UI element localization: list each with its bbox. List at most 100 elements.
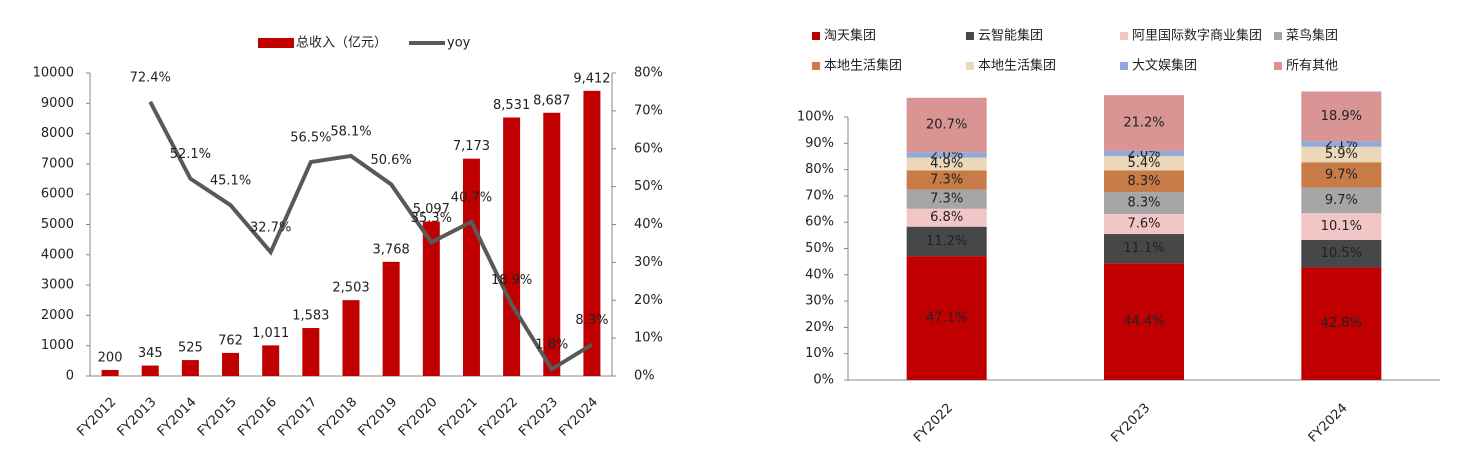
line-value-label: 50.6% <box>370 153 411 168</box>
x-tick-label: FY2023 <box>516 395 561 440</box>
bar-segment <box>906 97 987 153</box>
legend-swatch <box>1274 62 1282 70</box>
y2-tick-label: 50% <box>634 179 663 194</box>
y-tick-label: 40% <box>805 267 834 282</box>
y-tick-label: 10000 <box>33 66 74 81</box>
x-tick-label: FY2020 <box>396 395 441 440</box>
bar-value-label: 7,173 <box>453 139 490 154</box>
bar-value-label: 8,531 <box>493 98 530 113</box>
bar-segment <box>1104 150 1184 157</box>
legend-label: 大文娱集团 <box>1132 58 1197 74</box>
segment-label: 7.6% <box>1127 217 1160 232</box>
bar-segment <box>906 157 987 171</box>
segment-label: 20.7% <box>926 118 967 133</box>
segment-label: 11.2% <box>926 234 967 249</box>
x-tick-label: FY2012 <box>74 395 119 440</box>
y-tick-label: 80% <box>805 162 834 177</box>
y-tick-label: 0% <box>813 373 834 388</box>
segment-label: 18.9% <box>1321 109 1362 124</box>
segment-label: 7.3% <box>930 172 963 187</box>
segment-label: 5.9% <box>1325 147 1358 162</box>
line-value-label: 18.9% <box>491 273 532 288</box>
segment-label: 8.3% <box>1127 196 1160 211</box>
bar-value-label: 345 <box>138 346 163 361</box>
x-tick-label: FY2024 <box>1306 401 1351 446</box>
bar <box>262 345 280 376</box>
bar-segment <box>1104 234 1184 264</box>
x-tick-label: FY2022 <box>476 395 521 440</box>
x-tick-label: FY2017 <box>275 395 320 440</box>
y-tick-label: 0 <box>66 369 74 384</box>
bar <box>382 261 400 376</box>
y-tick-label: 9000 <box>41 96 74 111</box>
yoy-line <box>148 100 593 372</box>
y-tick-label: 20% <box>805 320 834 335</box>
x-tick-label: FY2022 <box>911 401 956 446</box>
line-value-label: 35.3% <box>411 211 452 226</box>
x-tick-label: FY2016 <box>235 395 280 440</box>
segment-label: 11.1% <box>1123 241 1164 256</box>
bar-segment <box>1104 95 1184 151</box>
segment-label: 10.1% <box>1321 219 1362 234</box>
legend-label: 淘天集团 <box>824 28 876 44</box>
line-value-label: 40.7% <box>451 190 492 205</box>
bar <box>101 369 119 376</box>
segment-label: 8.3% <box>1127 174 1160 189</box>
y-tick-label: 2000 <box>41 308 74 323</box>
x-tick-label: FY2024 <box>556 395 601 440</box>
segment-label: 7.3% <box>930 192 963 207</box>
segment-label: 47.1% <box>926 311 967 326</box>
y-tick-label: 50% <box>805 241 834 256</box>
legend-swatch <box>966 32 974 40</box>
y-tick-label: 7000 <box>41 156 74 171</box>
y-tick-label: 4000 <box>41 247 74 262</box>
bar-value-label: 525 <box>178 341 203 356</box>
line-value-label: 8.3% <box>575 313 608 328</box>
y2-tick-label: 40% <box>634 217 663 232</box>
x-tick-label: FY2021 <box>436 395 481 440</box>
y2-tick-label: 20% <box>634 293 663 308</box>
legend-label: 阿里国际数字商业集团 <box>1132 28 1262 44</box>
bar-segment <box>1301 239 1382 268</box>
segment-label: 10.5% <box>1321 246 1362 261</box>
bar-segment <box>1301 187 1382 214</box>
y-tick-label: 90% <box>805 136 834 151</box>
bar-segment <box>1301 141 1382 147</box>
bar-segment <box>1104 263 1184 380</box>
line-value-label: 32.7% <box>250 221 291 236</box>
y-tick-label: 5000 <box>41 217 74 232</box>
line-value-label: 72.4% <box>130 70 171 85</box>
bar-segment <box>1104 156 1184 171</box>
bar-value-label: 2,503 <box>332 281 369 296</box>
x-tick-label: FY2014 <box>155 395 200 440</box>
y-tick-label: 1000 <box>41 338 74 353</box>
x-tick-label: FY2019 <box>356 395 401 440</box>
bar <box>181 360 199 376</box>
bar-segment <box>906 170 987 190</box>
segment-label: 21.2% <box>1123 116 1164 131</box>
y2-tick-label: 10% <box>634 331 663 346</box>
x-tick-label: FY2018 <box>315 395 360 440</box>
legend-label: 本地生活集团 <box>978 58 1056 74</box>
legend-swatch <box>812 62 820 70</box>
bar <box>422 221 440 376</box>
line-value-label: 45.1% <box>210 174 251 189</box>
bar-segment <box>906 208 987 227</box>
bar-value-label: 762 <box>218 333 243 348</box>
bar-value-label: 5,097 <box>413 202 450 217</box>
bar-segment <box>906 152 987 158</box>
legend-swatch <box>258 38 294 48</box>
y-tick-label: 10% <box>805 346 834 361</box>
y-tick-label: 100% <box>797 110 834 125</box>
bar-segment <box>1301 146 1382 163</box>
bar-value-label: 200 <box>98 350 123 365</box>
segment-label: 44.4% <box>1123 314 1164 329</box>
y-tick-label: 70% <box>805 188 834 203</box>
line-value-label: 1.8% <box>535 338 568 353</box>
legend-label: yoy <box>447 36 471 51</box>
line-value-label: 52.1% <box>170 147 211 162</box>
y-tick-label: 8000 <box>41 126 74 141</box>
bar-segment <box>1104 214 1184 235</box>
bar-segment <box>1301 162 1382 188</box>
